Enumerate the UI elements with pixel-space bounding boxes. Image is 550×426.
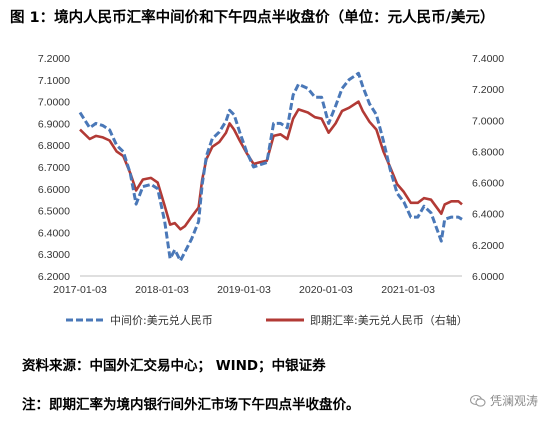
- x-axis-ticks: 2017-01-03 2018-01-03 2019-01-03 2020-01-03…: [53, 284, 435, 296]
- wechat-icon: [469, 394, 486, 407]
- series-spot-line: [79, 100, 463, 231]
- right-axis-ticks: 6.0000 6.2000 6.4000 6.6000 6.8000 7.0000 7.20…: [472, 53, 504, 283]
- series-midrate-line: [78, 71, 463, 263]
- left-tick-label: 6.3000: [38, 249, 70, 261]
- left-axis-ticks: 6.2000 6.3000 6.4000 6.5000 6.6000 6.7000 6.80…: [38, 53, 70, 283]
- fx-rate-chart: 6.2000 6.3000 6.4000 6.5000 6.6000 6.7000 6.80…: [38, 53, 504, 296]
- x-tick-label: 2017-01-03: [53, 284, 107, 296]
- right-tick-label: 6.4000: [472, 209, 504, 221]
- left-tick-label: 6.6000: [38, 184, 70, 196]
- x-tick-label: 2018-01-03: [135, 284, 189, 296]
- left-tick-label: 6.7000: [38, 162, 70, 174]
- legend-label-spot: 即期汇率:美元兑人民币（右轴）: [310, 314, 468, 327]
- right-tick-label: 7.4000: [472, 53, 504, 65]
- left-tick-label: 7.0000: [38, 97, 70, 109]
- series-layer: [78, 71, 463, 263]
- footnote: 注：即期汇率为境内银行间外汇市场下午四点半收盘价。: [22, 397, 360, 413]
- right-tick-label: 6.2000: [472, 240, 504, 252]
- x-tick-label: 2020-01-03: [299, 284, 353, 296]
- left-tick-label: 6.9000: [38, 118, 70, 130]
- right-tick-label: 6.8000: [472, 146, 504, 158]
- legend-swatch-dashed: [66, 318, 104, 322]
- legend-item-midrate: 中间价:美元兑人民币: [66, 312, 213, 328]
- watermark: 凭澜观涛: [469, 392, 538, 409]
- left-tick-label: 7.2000: [38, 53, 70, 65]
- watermark-text: 凭澜观涛: [489, 394, 538, 408]
- left-tick-label: 7.1000: [38, 75, 70, 87]
- left-tick-label: 6.2000: [38, 271, 70, 283]
- legend-swatch-solid: [266, 318, 304, 322]
- left-tick-label: 6.5000: [38, 206, 70, 218]
- legend-item-spot: 即期汇率:美元兑人民币（右轴）: [266, 312, 468, 328]
- legend: 中间价:美元兑人民币 即期汇率:美元兑人民币（右轴）: [66, 312, 526, 330]
- right-tick-label: 6.6000: [472, 178, 504, 190]
- legend-label-midrate: 中间价:美元兑人民币: [110, 314, 213, 327]
- left-tick-label: 6.4000: [38, 227, 70, 239]
- right-tick-label: 7.2000: [472, 84, 504, 96]
- right-tick-label: 7.0000: [472, 115, 504, 127]
- left-tick-label: 6.8000: [38, 140, 70, 152]
- x-tick-label: 2021-01-03: [381, 284, 435, 296]
- source-note: 资料来源：中国外汇交易中心； WIND；中银证券: [22, 358, 326, 374]
- x-tick-label: 2019-01-03: [217, 284, 271, 296]
- right-tick-label: 6.0000: [472, 271, 504, 283]
- figure-title: 图 1：境内人民币汇率中间价和下午四点半收盘价（单位：元人民币/美元）: [10, 10, 495, 26]
